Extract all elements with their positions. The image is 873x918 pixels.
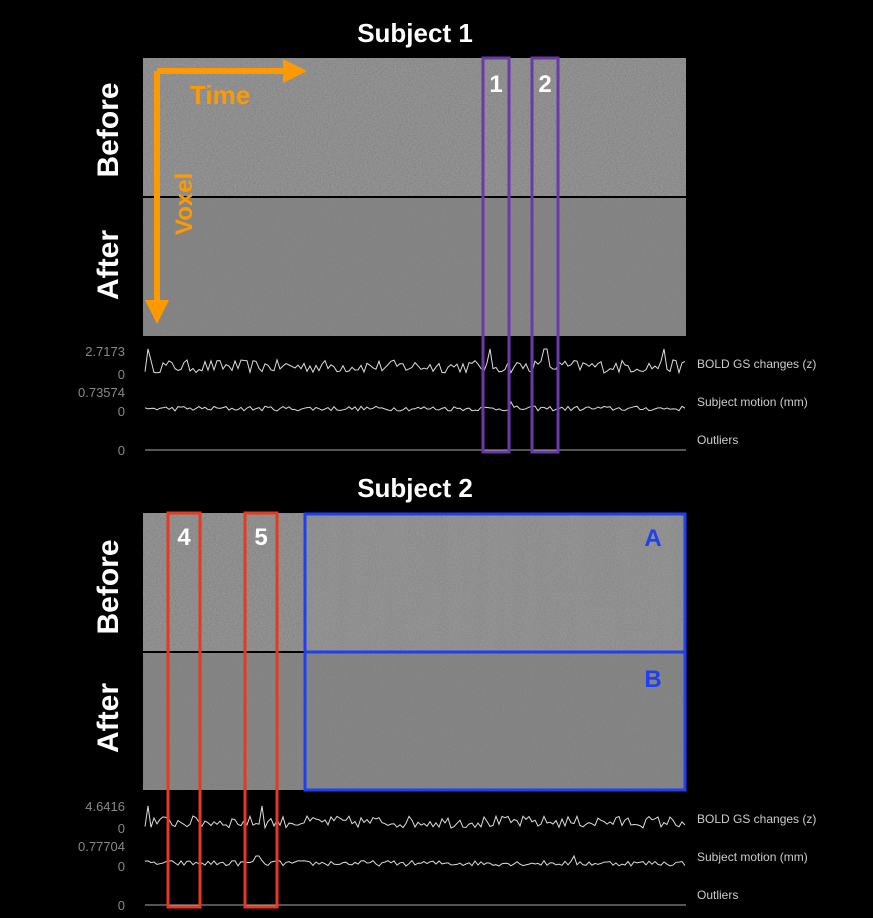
box-label: 2 — [538, 71, 551, 98]
trace-label: Outliers — [697, 433, 738, 447]
arrow-label: Time — [190, 80, 250, 110]
box-label: 5 — [254, 524, 267, 551]
carpet-noise — [143, 197, 686, 336]
row-label: After — [92, 230, 125, 300]
axis-label: 0 — [118, 898, 125, 913]
row-label: After — [92, 683, 125, 753]
axis-label: 0 — [118, 859, 125, 874]
figure: Subject 1 Before After Time Voxel 2.7173… — [0, 0, 873, 918]
page: Subject 1 Before After Time Voxel 2.7173… — [0, 0, 873, 918]
arrow-label: Voxel — [171, 173, 198, 235]
axis-label: 0 — [118, 404, 125, 419]
panel-title: Subject 2 — [357, 473, 473, 503]
trace-label: BOLD GS changes (z) — [697, 357, 816, 371]
box-label: A — [644, 525, 661, 552]
row-label: Before — [92, 539, 125, 634]
axis-label: 0 — [118, 443, 125, 458]
axis-label: 4.6416 — [85, 799, 125, 814]
trace-label: Subject motion (mm) — [697, 395, 808, 409]
trace-label: Subject motion (mm) — [697, 850, 808, 864]
carpet-noise — [143, 58, 686, 197]
carpet-noise — [305, 513, 686, 652]
box-label: B — [644, 666, 661, 693]
row-label: Before — [92, 82, 125, 177]
axis-label: 0 — [118, 367, 125, 382]
box-label: 4 — [177, 524, 191, 551]
axis-label: 0.73574 — [78, 385, 125, 400]
axis-label: 2.7173 — [85, 344, 125, 359]
carpet-noise — [143, 652, 686, 790]
axis-label: 0.77704 — [78, 839, 125, 854]
box-label: 1 — [489, 71, 502, 98]
trace-label: Outliers — [697, 888, 738, 902]
trace-label: BOLD GS changes (z) — [697, 812, 816, 826]
axis-label: 0 — [118, 821, 125, 836]
panel-title: Subject 1 — [357, 18, 473, 48]
